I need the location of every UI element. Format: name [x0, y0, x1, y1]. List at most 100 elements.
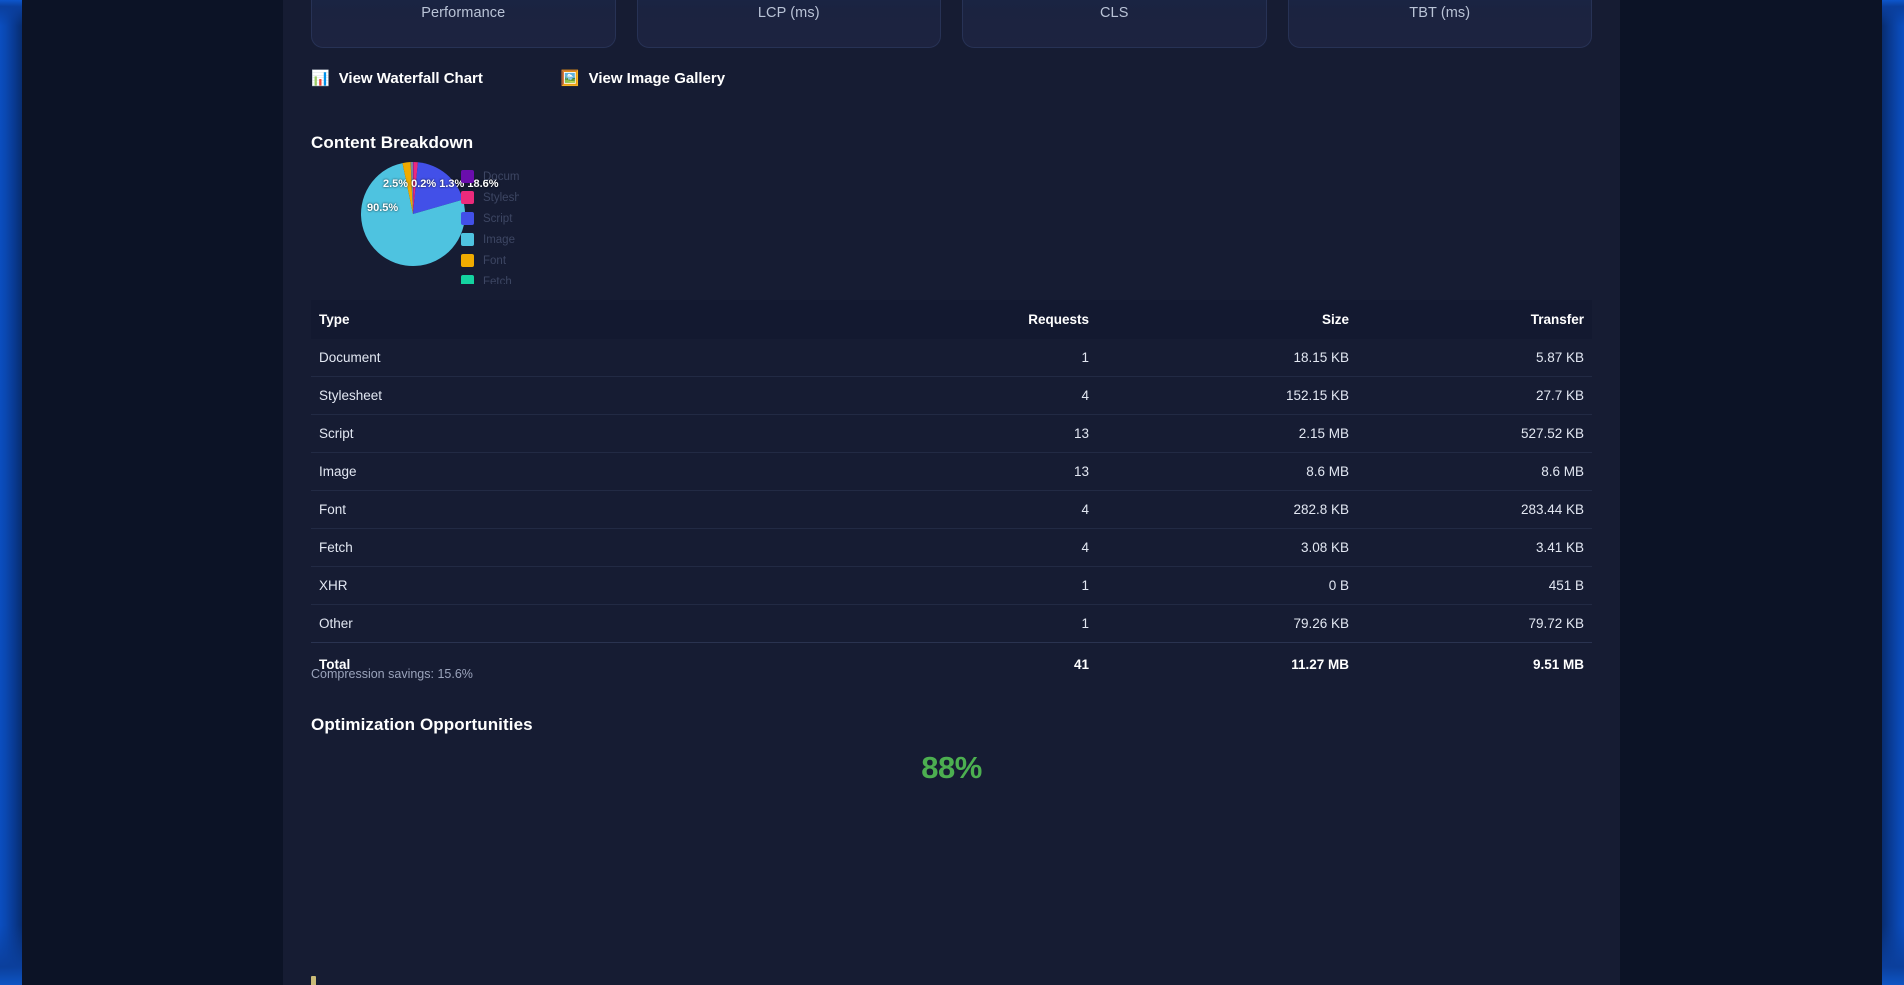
cell-size: 0 B: [1089, 566, 1349, 605]
legend-swatch-script: [461, 212, 474, 225]
legend-label-script: Script: [483, 212, 513, 225]
metric-card-lcp[interactable]: LCP (ms): [636, 0, 941, 48]
pie-slice-fetch[interactable]: [410, 162, 413, 214]
cell-type: XHR: [311, 566, 789, 605]
cell-type: Font: [311, 490, 789, 529]
cell-requests: 1: [789, 339, 1089, 377]
column-header-transfer[interactable]: Transfer: [1349, 300, 1592, 339]
cell-requests: 1: [1081, 616, 1089, 631]
pie-slice-font[interactable]: [402, 162, 413, 214]
table-row[interactable]: Other 1 79.26 KB 79.72 KB: [311, 605, 1592, 643]
cell-type: Document: [311, 339, 789, 377]
table-row[interactable]: Fetch 4 3.08 KB 3.41 KB: [311, 528, 1592, 567]
cell-requests: 4: [789, 490, 1089, 529]
pie-slice-image[interactable]: [361, 163, 465, 266]
cell-transfer: 3.41 KB: [1349, 528, 1592, 567]
metric-label-cls: CLS: [1099, 5, 1129, 21]
link-view-image-gallery[interactable]: 🖼️ View Image Gallery: [561, 70, 725, 87]
link-label-waterfall: View Waterfall Chart: [338, 70, 483, 87]
cell-size: 3.08 KB: [1089, 528, 1349, 567]
metric-card-tbt[interactable]: TBT (ms): [1287, 0, 1592, 48]
cell-size: 282.8 KB: [1089, 490, 1349, 529]
quick-links-row: 📊 View Waterfall Chart 🖼️ View Image Gal…: [311, 70, 725, 87]
legend-item-fetch[interactable]: Fetch: [461, 275, 519, 284]
pie-chart[interactable]: 90.5% 2.5% 0.2% 1.3% 18.6%: [361, 162, 499, 266]
cell-requests: 13: [789, 414, 1089, 453]
column-header-size[interactable]: Size: [1089, 300, 1349, 339]
legend-label-stylesheet: Stylesheet: [483, 191, 519, 204]
pie-legend: Document Stylesheet Script Image Font: [461, 170, 519, 284]
legend-swatch-image: [461, 233, 474, 246]
compression-savings-note: Compression savings: 15.6%: [311, 667, 473, 681]
legend-item-stylesheet[interactable]: Stylesheet: [461, 191, 519, 204]
bar-chart-icon: 📊: [311, 70, 330, 87]
metric-card-performance[interactable]: Performance: [311, 0, 616, 48]
legend-swatch-fetch: [461, 275, 474, 284]
table-row[interactable]: Image 13 8.6 MB 8.6 MB: [311, 452, 1592, 491]
pie-label-image: 90.5%: [367, 202, 399, 214]
column-header-requests[interactable]: Requests: [789, 300, 1089, 339]
cell-requests: 1: [789, 566, 1089, 605]
table-head: Type Requests Size Transfer: [311, 300, 1592, 339]
table-row[interactable]: Script 13 2.15 MB 527.52 KB: [311, 414, 1592, 453]
legend-item-font[interactable]: Font: [461, 254, 519, 267]
metric-label-performance: Performance: [421, 5, 506, 21]
cell-requests: 4: [789, 528, 1089, 567]
table-body: Document 1 18.15 KB 5.87 KB Stylesheet 4…: [311, 339, 1592, 643]
table-row[interactable]: Stylesheet 4 152.15 KB 27.7 KB: [311, 376, 1592, 415]
total-size: 11.27 MB: [1089, 642, 1349, 686]
cell-transfer: 5.87 KB: [1349, 339, 1592, 377]
pie-slice-script[interactable]: [413, 162, 463, 214]
legend-swatch-font: [461, 254, 474, 267]
cell-type: Script: [311, 414, 789, 453]
cell-size: 2.15 MB: [1089, 414, 1349, 453]
report-content-column: Performance LCP (ms) CLS TBT (ms) 📊 View…: [283, 0, 1620, 985]
legend-label-document: Document: [483, 170, 519, 183]
pie-chart-svg: [361, 162, 465, 266]
cell-type: Fetch: [311, 528, 789, 567]
total-transfer: 9.51 MB: [1349, 642, 1592, 686]
cell-requests: 13: [789, 452, 1089, 491]
section-title-content-breakdown: Content Breakdown: [311, 133, 474, 152]
cell-type: Image: [311, 452, 789, 491]
cell-size: 18.15 KB: [1089, 339, 1349, 377]
cell-type: Other: [319, 616, 353, 631]
legend-item-image[interactable]: Image: [461, 233, 519, 246]
picture-icon: 🖼️: [560, 70, 580, 87]
metric-card-cls[interactable]: CLS: [962, 0, 1267, 48]
cell-transfer: 27.7 KB: [1349, 376, 1592, 415]
table-total-row: Total 41 11.27 MB 9.51 MB: [311, 642, 1592, 686]
pie-slice-stylesheet[interactable]: [413, 162, 418, 214]
total-requests: 41: [789, 642, 1089, 686]
table-row[interactable]: XHR 1 0 B 451 B: [311, 566, 1592, 605]
section-title-optimization: Optimization Opportunities: [311, 715, 533, 734]
cell-size: 152.15 KB: [1089, 376, 1349, 415]
link-view-waterfall-chart[interactable]: 📊 View Waterfall Chart: [311, 70, 483, 87]
optimization-bar-marker: [311, 976, 316, 985]
legend-item-script[interactable]: Script: [461, 212, 519, 225]
legend-label-image: Image: [483, 233, 515, 246]
metric-label-tbt: TBT (ms): [1409, 5, 1471, 21]
optimization-score: 88%: [921, 750, 982, 785]
table-row[interactable]: Font 4 282.8 KB 283.44 KB: [311, 490, 1592, 529]
link-label-gallery: View Image Gallery: [588, 70, 726, 87]
cell-type: Stylesheet: [311, 376, 789, 415]
cell-transfer: 527.52 KB: [1349, 414, 1592, 453]
table-row[interactable]: Document 1 18.15 KB 5.87 KB: [311, 339, 1592, 377]
metric-label-lcp: LCP (ms): [757, 5, 820, 21]
cell-transfer: 451 B: [1349, 566, 1592, 605]
content-breakdown-chart: 90.5% 2.5% 0.2% 1.3% 18.6% Document Styl…: [311, 160, 519, 284]
legend-swatch-stylesheet: [461, 191, 474, 204]
legend-label-font: Font: [483, 254, 507, 267]
pie-slice-document[interactable]: [413, 162, 414, 214]
cell-transfer: 283.44 KB: [1349, 490, 1592, 529]
legend-swatch-document: [461, 170, 474, 183]
content-breakdown-table: Type Requests Size Transfer Document 1 1…: [311, 300, 1592, 686]
legend-item-document[interactable]: Document: [461, 170, 519, 183]
column-header-type[interactable]: Type: [311, 300, 789, 339]
cell-size: 79.26 KB: [1293, 616, 1349, 631]
pie-slice-other[interactable]: [410, 162, 413, 214]
cell-requests: 4: [789, 376, 1089, 415]
table-foot: Total 41 11.27 MB 9.51 MB: [311, 642, 1592, 686]
